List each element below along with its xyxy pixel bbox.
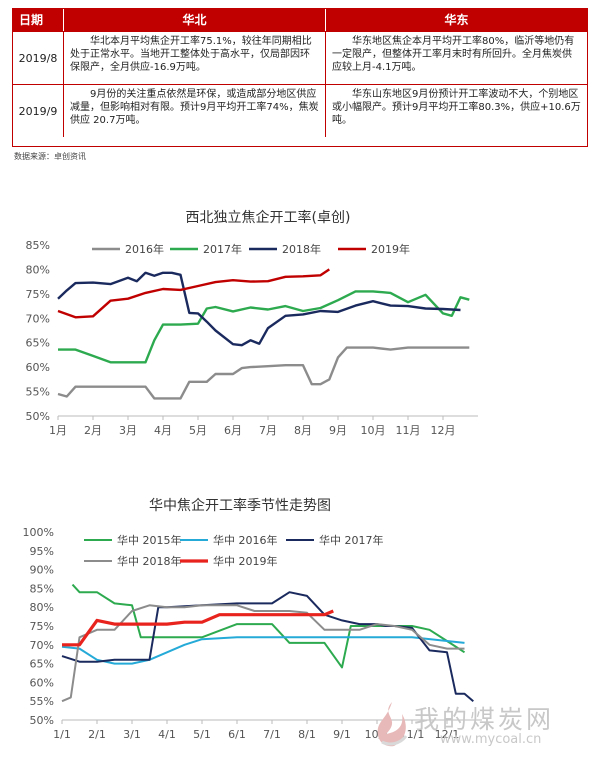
legend-label: 2017年 xyxy=(203,242,242,256)
legend-label: 2019年 xyxy=(371,242,410,256)
y-tick-label: 75% xyxy=(30,620,54,633)
table-source-note: 数据来源：卓创资讯 xyxy=(14,152,86,161)
watermark-text: 我的煤炭网 xyxy=(414,705,555,734)
y-tick-label: 80% xyxy=(26,263,50,276)
x-tick-label: 3月 xyxy=(119,424,137,437)
x-tick-label: 5月 xyxy=(189,424,207,437)
y-tick-label: 85% xyxy=(26,239,50,252)
y-tick-label: 60% xyxy=(30,676,54,689)
y-tick-label: 90% xyxy=(30,564,54,577)
table-header-row: 日期 华北 华东 xyxy=(13,9,587,31)
x-tick-label: 10月 xyxy=(361,424,386,437)
chart-title: 西北独立焦企开工率(卓创) xyxy=(186,209,351,226)
x-tick-label: 6/1 xyxy=(228,728,246,741)
x-tick-label: 2/1 xyxy=(88,728,106,741)
row-east-text: 华东地区焦企本月平均开工率80%，临沂等地仍有一定限产，但整体开工率月末时有所回… xyxy=(325,32,587,84)
header-date: 日期 xyxy=(19,13,44,27)
legend-label: 华中 2016年 xyxy=(213,533,278,547)
x-tick-label: 12/1 xyxy=(435,728,460,741)
header-east: 华东 xyxy=(325,9,587,31)
series-line xyxy=(71,583,466,669)
row-date: 2019/8 xyxy=(18,51,58,65)
watermark: 我的煤炭网 www.mycoal.cn xyxy=(372,698,592,754)
x-tick-label: 6月 xyxy=(224,424,242,437)
row-north-text: 华北本月平均焦企开工率75.1%，较往年同期相比处于正常水平。当地开工整体处于高… xyxy=(63,32,325,84)
x-tick-label: 1/1 xyxy=(53,728,71,741)
legend-label: 华中 2017年 xyxy=(319,533,384,547)
y-tick-label: 55% xyxy=(26,386,50,399)
x-tick-label: 1月 xyxy=(49,424,67,437)
x-tick-label: 9/1 xyxy=(333,728,351,741)
legend-label: 华中 2018年 xyxy=(117,554,182,568)
series-line xyxy=(61,636,465,665)
series-line xyxy=(58,290,470,364)
legend-label: 2016年 xyxy=(125,242,164,256)
summary-table: 日期 华北 华东 2019/8 华北本月平均焦企开工率75.1%，较往年同期相比… xyxy=(12,8,588,147)
x-tick-label: 5/1 xyxy=(193,728,211,741)
y-tick-label: 95% xyxy=(30,545,54,558)
y-tick-label: 85% xyxy=(30,582,54,595)
flame-logo-icon xyxy=(377,702,408,747)
x-tick-label: 4/1 xyxy=(158,728,176,741)
x-tick-label: 9月 xyxy=(329,424,347,437)
series-line xyxy=(57,268,330,319)
x-tick-label: 7月 xyxy=(259,424,277,437)
y-tick-label: 70% xyxy=(30,639,54,652)
x-tick-label: 4月 xyxy=(154,424,172,437)
x-tick-label: 12月 xyxy=(431,424,456,437)
y-tick-label: 50% xyxy=(30,714,54,727)
y-tick-label: 70% xyxy=(26,312,50,325)
header-north: 华北 xyxy=(63,9,325,31)
series-line xyxy=(61,604,465,703)
series-line xyxy=(61,591,474,702)
x-tick-label: 11月 xyxy=(396,424,421,437)
x-tick-label: 8月 xyxy=(294,424,312,437)
legend-label: 华中 2015年 xyxy=(117,533,182,547)
series-line xyxy=(57,271,461,347)
x-tick-label: 2月 xyxy=(84,424,102,437)
y-tick-label: 50% xyxy=(26,410,50,423)
row-east-text: 华东山东地区9月份预计开工率波动不大，个别地区或小幅限产。预计9月平均开工率80… xyxy=(325,85,587,137)
series-line xyxy=(57,346,470,400)
table-row: 2019/9 9月份的关注重点依然是环保，或造成部分地区供应减量，但影响相对有限… xyxy=(13,84,587,137)
y-tick-label: 100% xyxy=(23,526,54,539)
y-tick-label: 65% xyxy=(30,658,54,671)
watermark-url: www.mycoal.cn xyxy=(440,732,542,747)
legend-label: 华中 2019年 xyxy=(213,554,278,568)
y-tick-label: 80% xyxy=(30,601,54,614)
series-line xyxy=(62,609,334,647)
x-tick-label: 3/1 xyxy=(123,728,141,741)
row-date: 2019/9 xyxy=(18,104,58,118)
chart-central-china-coking-rate: 华中焦企开工率季节性走势图 华中 2015年 华中 2016年 华中 2017年华中… xyxy=(23,497,482,741)
x-tick-label: 8/1 xyxy=(298,728,316,741)
chart-northwest-coking-rate: 西北独立焦企开工率(卓创) 2016年 2017年 2018年 2019年 50% 55… xyxy=(26,209,478,437)
y-tick-label: 60% xyxy=(26,361,50,374)
y-tick-label: 55% xyxy=(30,695,54,708)
legend-label: 2018年 xyxy=(282,242,321,256)
row-north-text: 9月份的关注重点依然是环保，或造成部分地区供应减量，但影响相对有限。预计9月平均… xyxy=(63,85,325,137)
y-tick-label: 75% xyxy=(26,288,50,301)
chart-title: 华中焦企开工率季节性走势图 xyxy=(149,497,331,514)
y-tick-label: 65% xyxy=(26,337,50,350)
x-tick-label: 7/1 xyxy=(263,728,281,741)
table-row: 2019/8 华北本月平均焦企开工率75.1%，较往年同期相比处于正常水平。当地… xyxy=(13,31,587,84)
